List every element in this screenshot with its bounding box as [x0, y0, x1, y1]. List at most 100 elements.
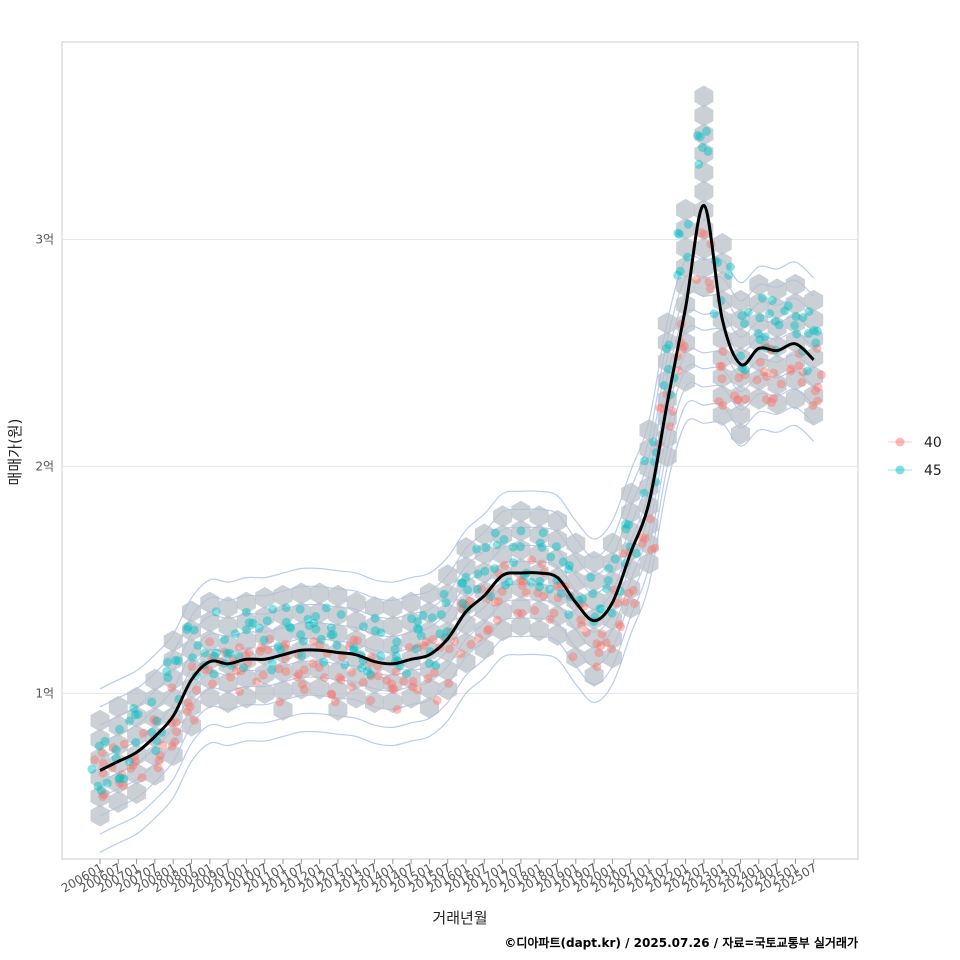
point-45: [281, 603, 291, 613]
point-40: [274, 664, 284, 674]
hexbin: [236, 667, 256, 690]
point-40: [647, 545, 657, 555]
hexbin: [474, 618, 494, 641]
point-40: [816, 370, 826, 380]
hexbin: [731, 403, 750, 426]
hexbin: [419, 582, 439, 605]
hexbin: [785, 368, 805, 391]
point-45: [340, 660, 350, 670]
point-45: [262, 616, 272, 626]
point-45: [424, 659, 434, 669]
point-40: [345, 641, 354, 651]
hexbin: [218, 634, 238, 657]
hexbin: [602, 532, 622, 555]
hexbin: [676, 369, 696, 392]
hexbin: [218, 691, 238, 714]
point-40: [733, 395, 742, 405]
point-45: [709, 309, 719, 319]
point-40: [235, 643, 245, 653]
hexbin: [548, 585, 567, 608]
point-45: [211, 607, 221, 617]
point-45: [357, 663, 367, 673]
hexbin: [456, 651, 476, 674]
point-45: [296, 630, 306, 640]
point-45: [610, 554, 620, 564]
point-45: [321, 603, 331, 613]
point-45: [463, 585, 473, 595]
hexbin: [145, 687, 165, 710]
hexbin: [310, 677, 330, 700]
point-45: [693, 130, 703, 140]
hexbin: [365, 634, 384, 657]
point-45: [461, 572, 471, 582]
point-45: [664, 364, 674, 374]
hexbin: [694, 161, 714, 184]
point-45: [248, 618, 258, 628]
point-40: [281, 666, 291, 676]
hexbin: [749, 387, 769, 410]
point-40: [387, 679, 397, 689]
point-45: [102, 778, 112, 788]
hexbin: [493, 581, 513, 604]
hexbin: [511, 614, 531, 637]
hexbin: [566, 570, 586, 593]
hexbin: [566, 646, 586, 669]
point-45: [588, 589, 598, 599]
hexbin: [182, 676, 201, 699]
hexbin: [291, 658, 311, 681]
hexbin: [401, 629, 421, 652]
point-40: [628, 585, 638, 595]
point-40: [530, 606, 540, 615]
point-40: [761, 371, 771, 381]
hexbin: [749, 273, 769, 296]
point-40: [98, 792, 108, 801]
point-45: [267, 658, 277, 668]
hexbin: [694, 256, 714, 279]
hexbin: [529, 505, 549, 528]
point-40: [490, 597, 500, 607]
hexbin: [90, 785, 110, 808]
point-45: [435, 629, 445, 639]
point-45: [297, 651, 307, 661]
point-45: [286, 623, 296, 633]
point-45: [757, 293, 767, 303]
point-45: [241, 607, 251, 617]
point-40: [392, 705, 402, 714]
point-40: [798, 367, 808, 377]
hexbin: [90, 709, 110, 732]
point-40: [220, 647, 229, 657]
point-45: [220, 635, 229, 645]
point-45: [790, 321, 800, 330]
hexbin: [108, 714, 128, 737]
point-45: [551, 542, 561, 552]
legend-key-45-dot: [895, 465, 905, 475]
hexbin: [767, 373, 787, 396]
point-45: [724, 270, 734, 280]
hexbin: [273, 641, 293, 664]
point-45: [303, 614, 313, 624]
point-45: [162, 667, 172, 676]
point-40: [236, 666, 246, 676]
hexbin: [163, 725, 183, 748]
point-40: [767, 397, 777, 407]
point-40: [172, 727, 181, 737]
hexbin: [273, 622, 293, 645]
point-45: [725, 262, 735, 272]
point-40: [730, 391, 740, 401]
hexbin: [676, 350, 696, 373]
hexbin: [328, 660, 348, 683]
hexbin: [273, 698, 293, 721]
point-45: [509, 558, 518, 568]
point-40: [492, 615, 502, 625]
point-40: [205, 637, 215, 647]
point-45: [499, 535, 509, 544]
point-45: [162, 657, 172, 667]
hexbin: [419, 677, 439, 700]
hexbin: [365, 691, 384, 714]
hexbin: [767, 354, 787, 377]
point-40: [185, 702, 195, 712]
point-45: [151, 746, 161, 756]
hexbin: [108, 771, 128, 794]
point-40: [118, 781, 128, 790]
point-40: [646, 514, 655, 524]
